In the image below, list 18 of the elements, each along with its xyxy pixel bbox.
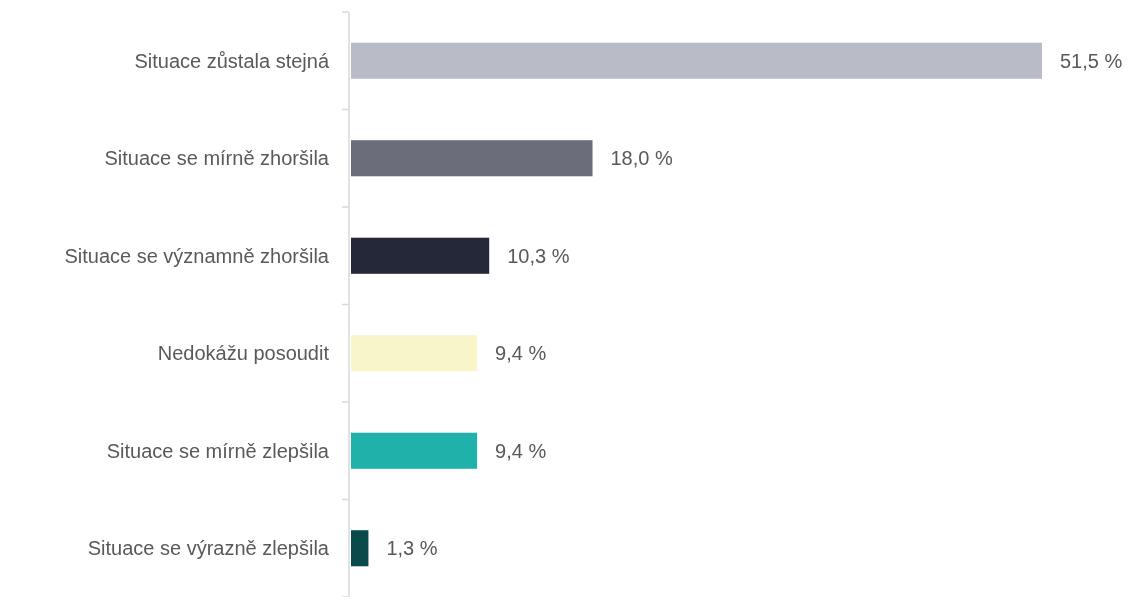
y-tick-label: Nedokážu posoudit bbox=[157, 342, 330, 365]
data-label: 18,0 % bbox=[610, 147, 673, 170]
bar bbox=[351, 42, 1042, 79]
y-tick-label: Situace se mírně zlepšila bbox=[106, 439, 330, 462]
data-label: 9,4 % bbox=[495, 342, 547, 365]
y-tick-label: Situace se významně zhoršila bbox=[64, 244, 330, 267]
bar bbox=[351, 335, 478, 372]
bar bbox=[351, 237, 490, 274]
data-label: 10,3 % bbox=[507, 244, 570, 267]
bar bbox=[351, 140, 593, 177]
y-tick-label: Situace zůstala stejná bbox=[134, 49, 330, 72]
data-label: 9,4 % bbox=[495, 439, 547, 462]
data-label: 1,3 % bbox=[386, 537, 438, 560]
y-tick-label: Situace se mírně zhoršila bbox=[104, 147, 330, 170]
bar bbox=[351, 432, 478, 469]
bar bbox=[351, 530, 369, 567]
y-tick-label: Situace se výrazně zlepšila bbox=[87, 537, 330, 560]
data-label: 51,5 % bbox=[1060, 49, 1123, 72]
